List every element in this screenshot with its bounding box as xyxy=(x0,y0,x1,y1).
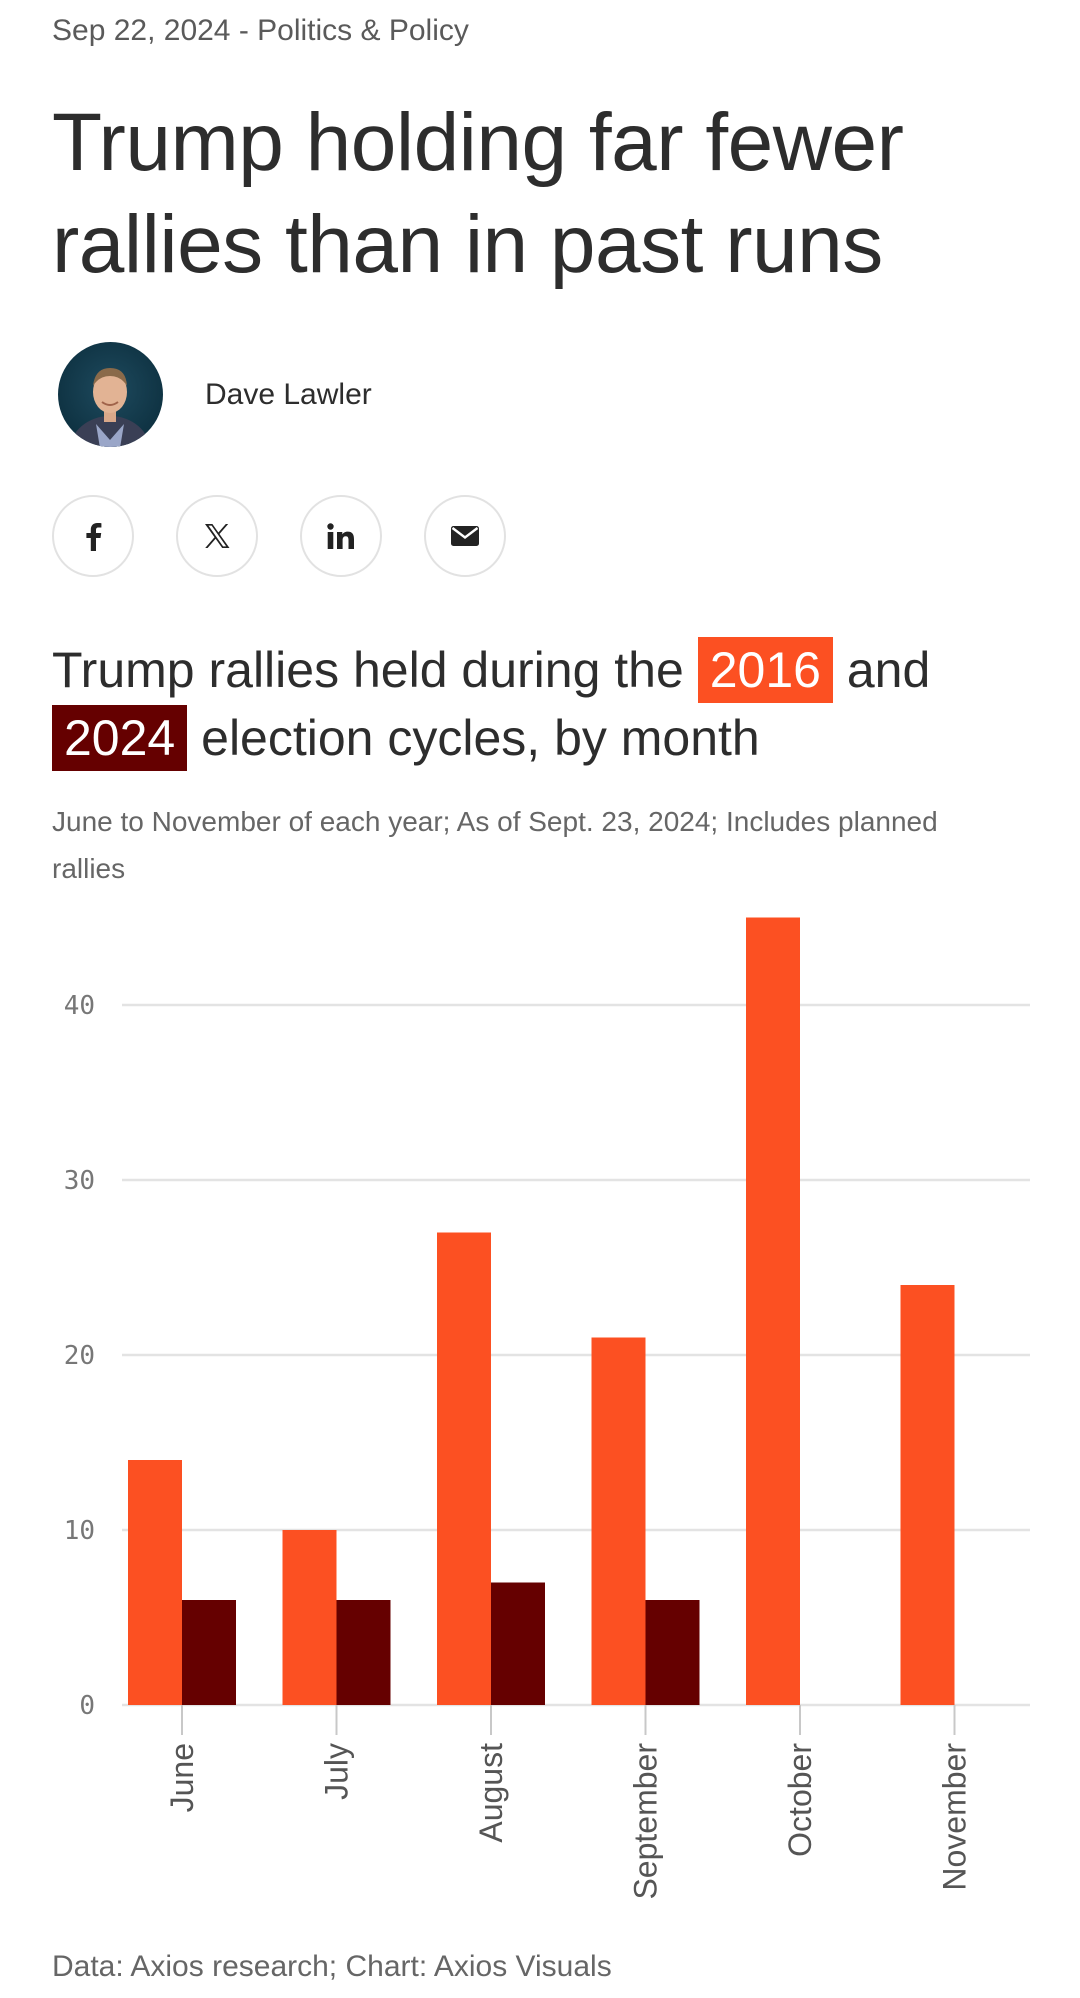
y-tick-label: 10 xyxy=(64,1516,95,1546)
linkedin-share-button[interactable] xyxy=(300,495,382,577)
y-tick-label: 40 xyxy=(64,991,95,1021)
x-share-button[interactable] xyxy=(176,495,258,577)
linkedin-icon xyxy=(327,523,354,549)
facebook-share-button[interactable] xyxy=(52,495,134,577)
legend-2016-highlight: 2016 xyxy=(697,637,833,703)
y-tick-label: 20 xyxy=(64,1341,95,1371)
article-meta: Sep 22, 2024 - Politics & Policy xyxy=(52,14,469,47)
chart-bars xyxy=(128,917,955,1705)
author-byline[interactable]: Dave Lawler xyxy=(58,342,372,447)
chart-gridlines: 0 10 20 30 40 xyxy=(64,991,1030,1721)
author-name[interactable]: Dave Lawler xyxy=(205,377,372,411)
article-headline: Trump holding far fewer rallies than in … xyxy=(52,97,904,290)
x-tick-label: July xyxy=(319,1743,355,1800)
bar-2016-july xyxy=(282,1530,337,1705)
chart-source: Data: Axios research; Chart: Axios Visua… xyxy=(52,1950,612,1983)
bar-2024-september xyxy=(645,1600,700,1705)
chart-title-part3: election cycles, by month xyxy=(201,710,760,766)
bar-2016-november xyxy=(900,1285,955,1705)
x-tick-label: June xyxy=(164,1743,200,1812)
chart-title-part1: Trump rallies held during the xyxy=(52,642,684,698)
bar-2024-august xyxy=(491,1582,545,1705)
y-tick-label: 30 xyxy=(64,1166,95,1196)
x-icon xyxy=(205,524,230,548)
x-tick-label: November xyxy=(937,1743,973,1891)
chart-x-axis: June July August September October November xyxy=(164,1705,973,1900)
bar-2024-july xyxy=(336,1600,391,1705)
chart-title: Trump rallies held during the 2016 and 2… xyxy=(52,636,1042,772)
chart-title-part2: and xyxy=(846,642,931,698)
x-tick-label: September xyxy=(628,1743,664,1900)
bar-2024-june xyxy=(182,1600,236,1705)
avatar-portrait-icon xyxy=(70,368,150,447)
bar-2016-august xyxy=(437,1232,491,1705)
chart-subtitle: June to November of each year; As of Sep… xyxy=(52,806,938,884)
bar-chart: 0 10 20 30 40 June July August September October… xyxy=(64,917,1030,1900)
legend-2024-highlight: 2024 xyxy=(52,705,188,771)
bar-2016-june xyxy=(128,1460,182,1705)
x-tick-label: August xyxy=(473,1743,509,1843)
bar-2016-september xyxy=(591,1337,646,1705)
facebook-icon xyxy=(86,523,102,551)
email-share-button[interactable] xyxy=(424,495,506,577)
x-tick-label: October xyxy=(782,1743,818,1857)
bar-2016-october xyxy=(746,917,800,1705)
author-avatar[interactable] xyxy=(58,342,163,447)
y-tick-label: 0 xyxy=(79,1691,95,1721)
email-icon xyxy=(451,526,479,546)
share-bar xyxy=(52,495,506,577)
